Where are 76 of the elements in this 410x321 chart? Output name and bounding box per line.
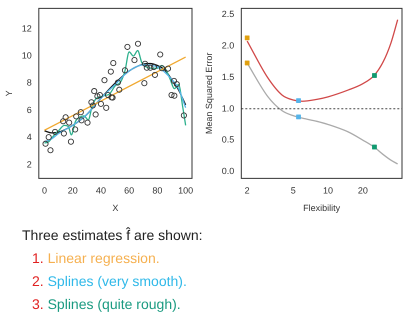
x-tick-label: 20 [358, 185, 368, 196]
text: 3. Splines (quite rough). [32, 296, 181, 312]
point [110, 60, 116, 66]
y-tick-label: 0.0 [222, 166, 234, 176]
point [116, 86, 122, 93]
y-tick-label: 2 [26, 159, 32, 170]
y-tick-label: 10 [22, 50, 32, 60]
text: Three estimates f̂ are shown: [22, 226, 204, 245]
point [180, 112, 187, 118]
point [92, 111, 99, 118]
point [158, 65, 166, 72]
point [91, 88, 98, 94]
y-tick-label: 8 [26, 78, 32, 88]
y-tick-label: 1.5 [222, 72, 234, 82]
x-tick-label: 10 [323, 185, 334, 196]
x-tick-label: 40 [96, 185, 106, 196]
point [174, 81, 180, 88]
text: 1. Linear regression. [32, 250, 160, 266]
point [72, 126, 78, 132]
text: 2. Splines (very smooth). [32, 273, 187, 289]
point [124, 44, 130, 50]
x-tick-label: 100 [178, 185, 194, 196]
x-tick-label: 20 [68, 185, 78, 196]
y-tick-label: 12 [22, 23, 32, 34]
point [47, 147, 54, 154]
point [98, 100, 104, 107]
y-tick-label: 2.5 [222, 9, 234, 20]
x-tick-label: 5 [290, 185, 296, 196]
x-tick-label: 80 [152, 185, 162, 196]
point [144, 64, 150, 71]
point [141, 80, 148, 86]
point [78, 109, 84, 116]
point [150, 64, 157, 70]
point [122, 67, 128, 74]
point [168, 92, 175, 98]
point [60, 118, 66, 124]
point [62, 114, 69, 120]
point [114, 79, 121, 86]
point [94, 93, 100, 100]
point [66, 120, 72, 126]
y-tick-label: 1.0 [222, 103, 234, 114]
y-tick-label: 4 [26, 132, 32, 142]
point [147, 64, 154, 71]
point [170, 78, 178, 84]
x-axis-title: X [112, 203, 118, 214]
y-tick-label: 0.5 [222, 134, 234, 145]
point [131, 57, 138, 64]
point [73, 113, 80, 120]
point [152, 72, 158, 78]
point [78, 117, 85, 124]
point [134, 40, 142, 47]
point [42, 140, 49, 147]
point [68, 138, 74, 145]
point [46, 134, 52, 140]
point [142, 60, 148, 67]
x-tick-label: 0 [42, 185, 47, 196]
point [108, 68, 114, 75]
x-axis-title: Flexibility [303, 203, 341, 214]
point [103, 104, 110, 111]
point [101, 77, 108, 84]
point [164, 66, 172, 72]
point [52, 128, 58, 135]
y-tick-label: 6 [26, 104, 32, 115]
point [90, 102, 96, 109]
x-tick-label: 2 [244, 185, 250, 196]
point [96, 92, 103, 98]
y-axis-title: Y [4, 90, 14, 96]
point [104, 92, 112, 98]
point [60, 130, 67, 137]
y-axis-title: Mean Squared Error [204, 52, 214, 134]
point [84, 120, 91, 126]
y-tick-label: 2.0 [222, 40, 234, 51]
x-tick-label: 60 [124, 185, 134, 196]
point [88, 99, 94, 106]
point [171, 92, 178, 99]
point [157, 51, 164, 58]
